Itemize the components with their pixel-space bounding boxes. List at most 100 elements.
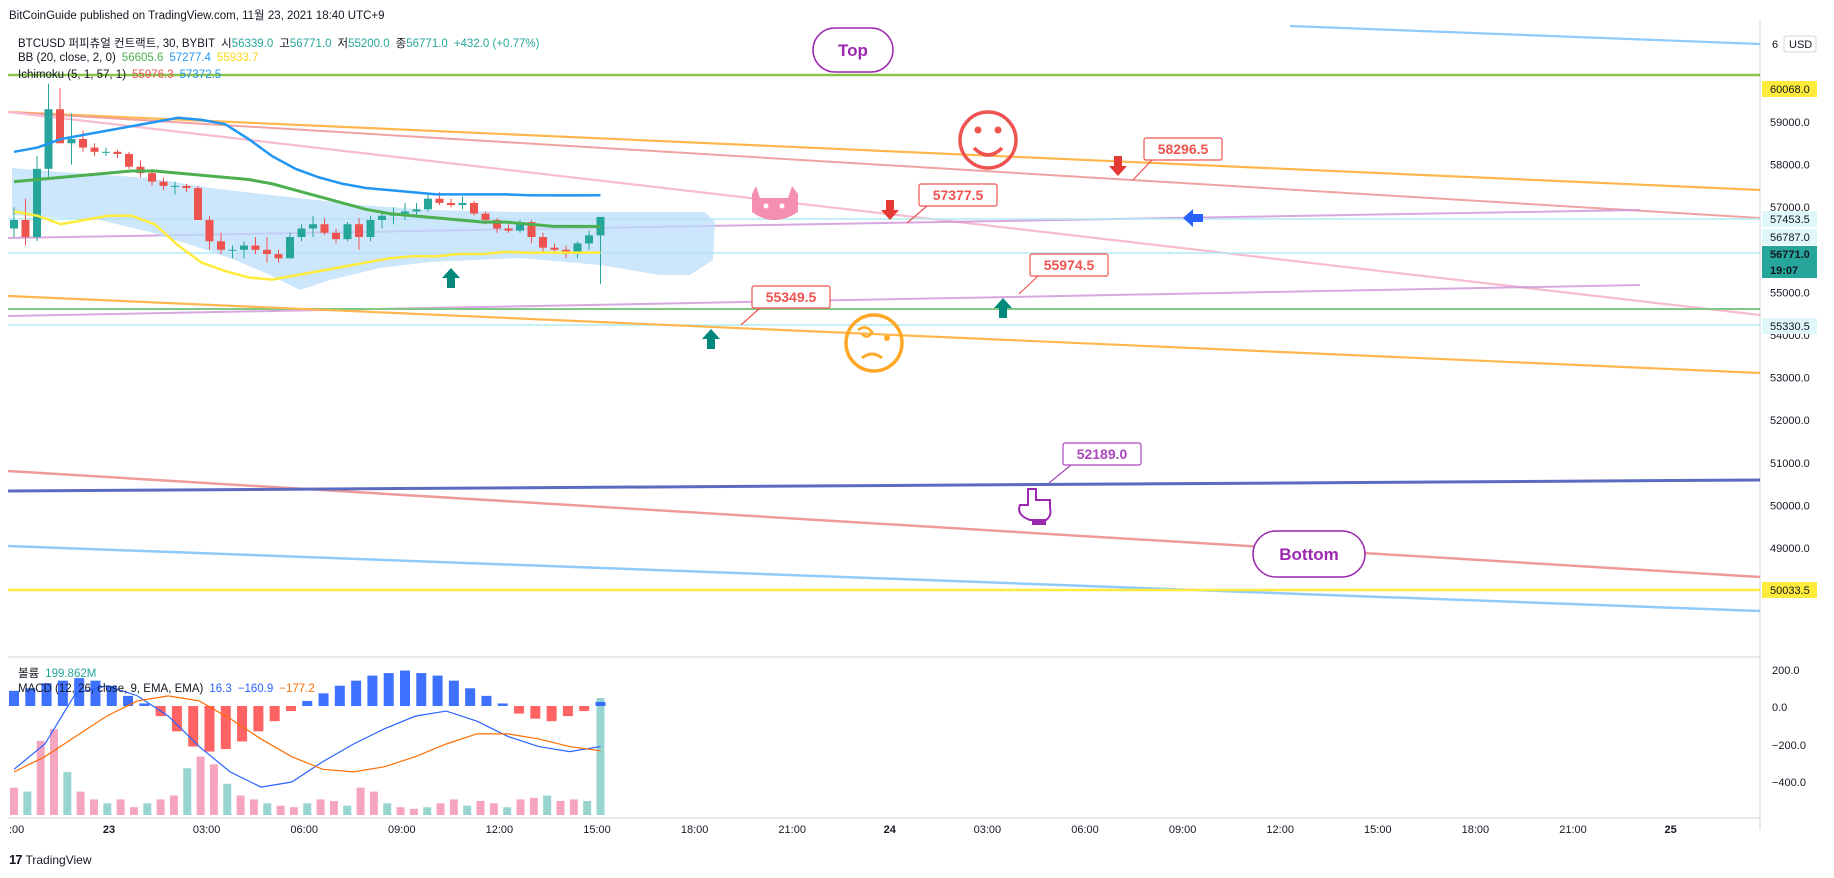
macd-histogram-bar (497, 703, 508, 706)
symbol-name[interactable]: BTCUSD 퍼피츄얼 컨트랙트, 30, BYBIT (18, 38, 216, 50)
price-tag-label: 56771.0 (1770, 249, 1810, 261)
ichimoku-legend-row[interactable]: Ichimoku (5, 1, 57, 1) 55976.3 57372.5 (18, 69, 227, 81)
price-tag (1762, 318, 1817, 334)
volume-bar (156, 799, 165, 815)
time-tick-label: 18:00 (681, 824, 709, 836)
trendline-pink (7, 110, 1761, 317)
candle-body (251, 245, 260, 250)
open-value: 56339.0 (231, 38, 274, 50)
candle-body (56, 109, 64, 144)
price-tick-label: 53000.0 (1770, 373, 1810, 385)
cat-face-icon (752, 186, 798, 220)
macd-histogram-bar (220, 706, 231, 750)
trendline-orange-upper (7, 110, 1761, 192)
macd-histogram-bar (383, 673, 394, 706)
bb-legend-row[interactable]: BB (20, close, 2, 0) 56605.6 57277.4 55933.… (18, 52, 265, 64)
dizzy-eye-icon (884, 335, 890, 341)
volume-bar (529, 797, 538, 815)
candle-body (447, 202, 455, 206)
volume-bar (10, 787, 18, 815)
macd-histogram-bar (562, 706, 573, 717)
macd-histogram-bar (123, 695, 134, 706)
low-value: 55200.0 (348, 38, 390, 50)
bottom-callout-text: Bottom (1279, 545, 1338, 564)
cat-eye-icon (779, 203, 785, 209)
cloud-area (12, 168, 715, 290)
trendline-blue-top (1289, 24, 1761, 46)
annotation-callouts: Top Bottom 58296.5 57377.5 55974.5 55349.5 521… (442, 27, 1366, 578)
macd-histogram-bar (9, 690, 19, 706)
candle-body (309, 224, 317, 229)
candle-body (217, 241, 225, 250)
candle-body (470, 202, 478, 214)
candle-body (263, 249, 271, 255)
candle-body (355, 224, 363, 238)
volume-bar (543, 795, 552, 815)
price-tick-label: 55000.0 (1770, 287, 1810, 299)
candle-body (44, 109, 53, 169)
candle-body (194, 188, 202, 220)
price-tag-label: 55330.5 (1770, 321, 1810, 333)
macd-histogram-bar (41, 683, 52, 706)
price-tick-label: 52000.0 (1770, 415, 1810, 427)
time-axis[interactable]: :00 23 03:00 06:00 09:00 12:00 15:00 18:00 21:00… (9, 824, 1677, 836)
time-tick-label: 15:00 (583, 824, 611, 836)
macd-histogram-bar (432, 675, 443, 706)
volume-bar (23, 791, 32, 815)
macd-histogram-bar (481, 695, 492, 706)
footer-branding[interactable]: 17 TradingView (9, 852, 92, 867)
price-tag-label: 56787.0 (1770, 232, 1810, 244)
candle-body (539, 237, 547, 248)
macd-histogram-bar (530, 706, 541, 719)
trendline-navy (7, 478, 1761, 493)
label-55974-pointer (1018, 275, 1039, 295)
smiley-eye-icon (994, 126, 1002, 134)
macd-histogram-bar (204, 706, 215, 752)
volume-bar (423, 807, 432, 815)
candle-body (481, 213, 490, 220)
candle-body (171, 185, 179, 187)
volume-bar (196, 756, 205, 815)
volume-bar (209, 764, 218, 815)
macd-legend-row[interactable]: MACD (12, 26, close, 9, EMA, EMA) 16.3 −16… (18, 683, 321, 695)
price-tag (1762, 262, 1817, 278)
time-tick-label: 09:00 (1169, 824, 1197, 836)
change-value: +432.0 (+0.77%) (453, 38, 540, 50)
volume-bar (116, 799, 125, 815)
macd-value-1: 16.3 (209, 683, 232, 695)
price-axis[interactable]: 59000.058000.057000.056000.055000.054000… (1762, 35, 1817, 789)
top-callout-bubble (812, 27, 894, 73)
volume-value: 199.862M (45, 668, 97, 680)
volume-bar (343, 805, 352, 815)
volume-legend-row[interactable]: 볼륨 199.862M (18, 665, 102, 681)
macd-tick-label: −400.0 (1772, 777, 1806, 789)
plot-area (8, 20, 1760, 830)
volume-bar (103, 803, 112, 815)
arrow-up-icon (702, 329, 720, 349)
macd-histogram-bar (302, 700, 313, 706)
candle-body (320, 224, 329, 233)
smiley-eye-icon (974, 126, 982, 134)
time-tick-label: 18:00 (1462, 824, 1490, 836)
macd-histogram-bar (351, 680, 362, 706)
candle-body (550, 247, 559, 250)
macd-histogram-bar (253, 706, 264, 732)
candle-body (240, 245, 248, 250)
bb-lower-value: 55933.7 (216, 52, 259, 64)
bb-lower-line (13, 210, 601, 281)
macd-histogram-bar (367, 675, 378, 706)
macd-histogram-bar (25, 688, 36, 706)
volume-bar (503, 807, 512, 815)
label-52189-pointer (1048, 464, 1072, 484)
candle-body (585, 235, 593, 244)
high-label: 고 (279, 38, 290, 50)
macd-pane (9, 670, 606, 815)
macd-histogram-bar (334, 685, 345, 706)
candle-body (412, 209, 421, 212)
cat-eye-icon (763, 203, 769, 209)
volume-bar (596, 698, 605, 815)
candle-body (159, 181, 168, 186)
price-tick-label: 59000.0 (1770, 117, 1810, 129)
close-value: 56771.0 (406, 38, 448, 50)
